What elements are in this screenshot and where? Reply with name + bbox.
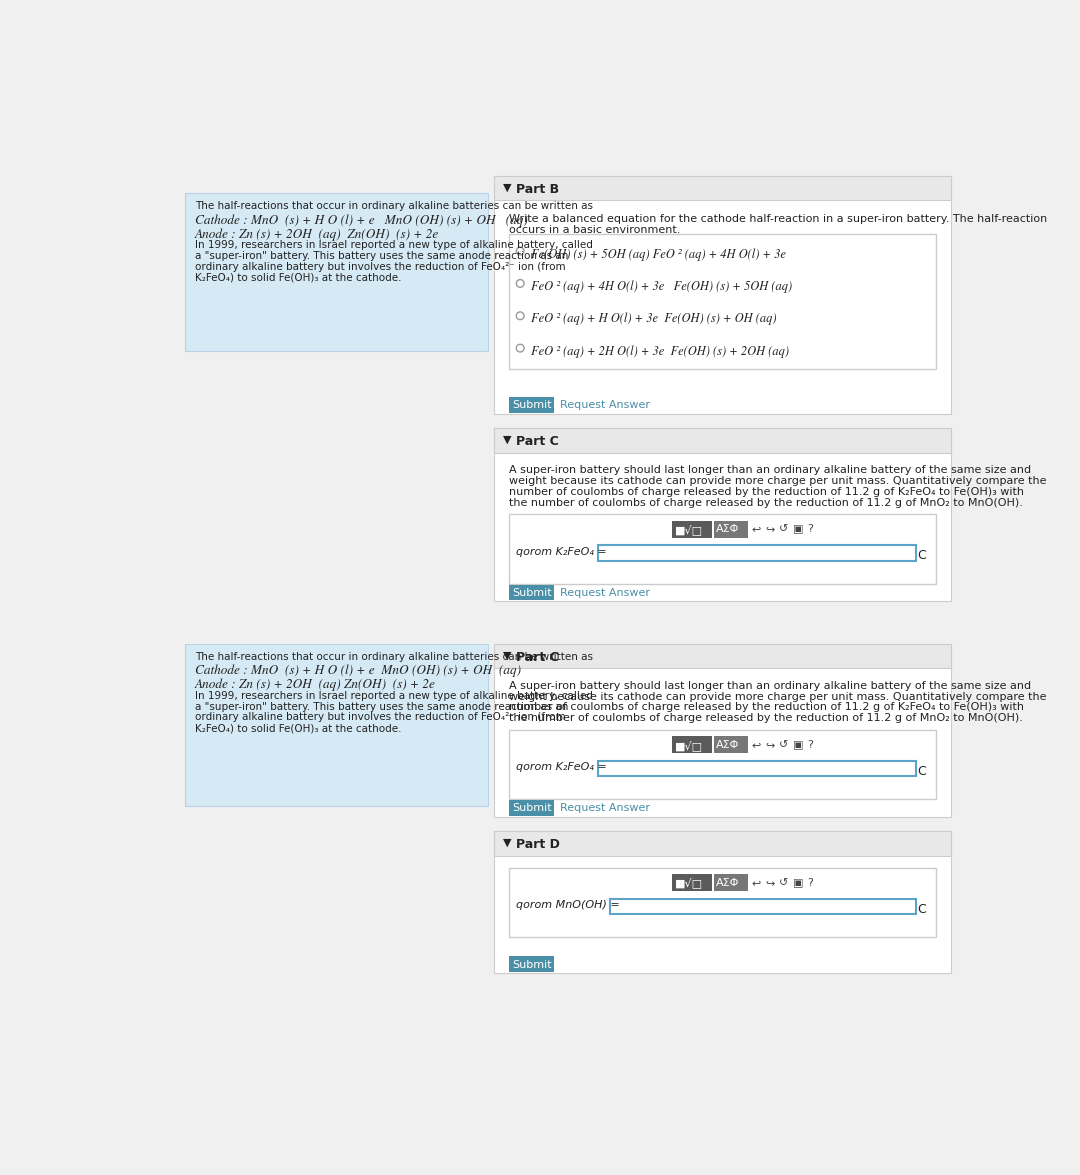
Text: a "super-iron" battery. This battery uses the same anode reaction as an: a "super-iron" battery. This battery use… <box>194 701 568 712</box>
Text: ▣: ▣ <box>793 524 804 535</box>
Text: Anode : Zn (s) + 2OH⁻ (aq)→Zn(OH)₂ (s) + 2e: Anode : Zn (s) + 2OH⁻ (aq)→Zn(OH)₂ (s) +… <box>194 678 435 691</box>
Text: C: C <box>917 765 926 778</box>
Bar <box>186 194 488 351</box>
Text: qᴏrom K₂FeO₄ =: qᴏrom K₂FeO₄ = <box>515 546 606 557</box>
Text: C: C <box>917 549 926 562</box>
Bar <box>494 428 951 452</box>
Bar <box>494 831 951 855</box>
Bar <box>494 644 951 669</box>
Bar <box>610 899 916 914</box>
Text: Part C: Part C <box>515 651 558 664</box>
Text: Submit: Submit <box>512 960 552 969</box>
Bar <box>714 737 748 753</box>
Text: ordinary alkaline battery but involves the reduction of FeO₄²⁻ ion (from: ordinary alkaline battery but involves t… <box>194 262 565 271</box>
Text: The half-reactions that occur in ordinary alkaline batteries can be written as: The half-reactions that occur in ordinar… <box>194 651 593 662</box>
Bar <box>494 644 951 817</box>
Text: Part B: Part B <box>515 182 558 195</box>
Text: ■√□: ■√□ <box>675 740 703 751</box>
Text: Cathode : MnO₂ (s) + H₂O (l) + e⁻→MnO (OH) (s) + OH⁻ (aq): Cathode : MnO₂ (s) + H₂O (l) + e⁻→MnO (O… <box>194 665 521 677</box>
Text: Request Answer: Request Answer <box>561 401 650 410</box>
Bar <box>714 874 748 891</box>
Text: The half-reactions that occur in ordinary alkaline batteries can be written as: The half-reactions that occur in ordinar… <box>194 201 593 212</box>
Text: K₂FeO₄) to solid Fe(OH)₃ at the cathode.: K₂FeO₄) to solid Fe(OH)₃ at the cathode. <box>194 273 401 283</box>
Text: FeO₄²⁻(aq) + 4H₂O(l) + 3e⁻ →Fe(OH)₃(s) + 5OH⁻(aq): FeO₄²⁻(aq) + 4H₂O(l) + 3e⁻ →Fe(OH)₃(s) +… <box>531 281 792 293</box>
Text: number of coulombs of charge released by the reduction of 11.2 g of K₂FeO₄ to Fe: number of coulombs of charge released by… <box>510 703 1024 712</box>
Text: the number of coulombs of charge released by the reduction of 11.2 g of MnO₂ to : the number of coulombs of charge release… <box>510 497 1023 508</box>
Text: Anode : Zn (s) + 2OH⁻ (aq) →Zn(OH)₂ (s) + 2e⁻: Anode : Zn (s) + 2OH⁻ (aq) →Zn(OH)₂ (s) … <box>194 228 443 241</box>
Text: ▣: ▣ <box>793 878 804 888</box>
Text: FeO₄²⁻(aq) + H₂O(l) + 3e⁻→Fe(OH)₃(s) + OH⁻(aq): FeO₄²⁻(aq) + H₂O(l) + 3e⁻→Fe(OH)₃(s) + O… <box>531 313 777 325</box>
Text: C: C <box>917 902 926 915</box>
Text: In 1999, researchers in Israel reported a new type of alkaline battery, called: In 1999, researchers in Israel reported … <box>194 691 593 700</box>
Text: ■√□: ■√□ <box>675 524 703 535</box>
Bar <box>494 175 951 200</box>
Text: occurs in a basic environment.: occurs in a basic environment. <box>510 224 680 235</box>
Bar <box>510 868 935 938</box>
Text: ▼: ▼ <box>503 182 512 193</box>
Text: Request Answer: Request Answer <box>561 588 650 598</box>
Text: Cathode : MnO₂ (s) + H₂O (l) + e⁻ →MnO (OH) (s) + OH⁻  (aq): Cathode : MnO₂ (s) + H₂O (l) + e⁻ →MnO (… <box>194 214 527 227</box>
Text: ▼: ▼ <box>503 651 512 660</box>
Text: ordinary alkaline battery but involves the reduction of FeO₄²⁻ ion (from: ordinary alkaline battery but involves t… <box>194 712 565 723</box>
Text: qᴏrom MnO(OH) =: qᴏrom MnO(OH) = <box>515 900 619 911</box>
Bar <box>186 644 488 806</box>
Text: Submit: Submit <box>512 401 552 410</box>
Text: ΑΣΦ: ΑΣΦ <box>716 740 740 750</box>
Text: ↺: ↺ <box>779 740 788 750</box>
Bar <box>494 428 951 602</box>
Text: Part D: Part D <box>515 838 559 851</box>
Bar <box>510 956 554 972</box>
Text: ↩: ↩ <box>751 878 760 888</box>
Bar <box>714 521 748 537</box>
Text: ▼: ▼ <box>503 838 512 848</box>
Text: K₂FeO₄) to solid Fe(OH)₃ at the cathode.: K₂FeO₄) to solid Fe(OH)₃ at the cathode. <box>194 723 401 733</box>
Text: ?: ? <box>807 524 813 535</box>
Bar <box>510 730 935 799</box>
Bar <box>510 515 935 584</box>
Text: ΑΣΦ: ΑΣΦ <box>716 524 740 535</box>
Bar <box>510 397 554 412</box>
Text: Submit: Submit <box>512 588 552 598</box>
Text: ↪: ↪ <box>765 878 774 888</box>
Text: ΑΣΦ: ΑΣΦ <box>716 878 740 888</box>
Text: a "super-iron" battery. This battery uses the same anode reaction as an: a "super-iron" battery. This battery use… <box>194 251 568 261</box>
Text: In 1999, researchers in Israel reported a new type of alkaline battery, called: In 1999, researchers in Israel reported … <box>194 241 593 250</box>
Bar <box>494 175 951 415</box>
Bar <box>672 874 713 891</box>
Text: Request Answer: Request Answer <box>561 804 650 813</box>
Text: ▣: ▣ <box>793 740 804 750</box>
Text: ▼: ▼ <box>503 435 512 445</box>
Bar <box>510 800 554 815</box>
Text: ↩: ↩ <box>751 524 760 535</box>
Text: ■√□: ■√□ <box>675 878 703 888</box>
Text: weight because its cathode can provide more charge per unit mass. Quantitatively: weight because its cathode can provide m… <box>510 476 1047 486</box>
Text: weight because its cathode can provide more charge per unit mass. Quantitatively: weight because its cathode can provide m… <box>510 692 1047 701</box>
Text: number of coulombs of charge released by the reduction of 11.2 g of K₂FeO₄ to Fe: number of coulombs of charge released by… <box>510 486 1024 497</box>
Text: Submit: Submit <box>512 804 552 813</box>
Bar <box>510 234 935 369</box>
Bar <box>494 831 951 973</box>
Text: Fe(OH)₃(s) + 5OH⁻(aq)→FeO₄²⁻(aq) + 4H₂O(l) + 3e⁻: Fe(OH)₃(s) + 5OH⁻(aq)→FeO₄²⁻(aq) + 4H₂O(… <box>531 248 789 261</box>
Text: A super-iron battery should last longer than an ordinary alkaline battery of the: A super-iron battery should last longer … <box>510 680 1031 691</box>
Bar <box>672 737 713 753</box>
Text: ↺: ↺ <box>779 524 788 535</box>
Bar <box>672 521 713 537</box>
Text: ↺: ↺ <box>779 878 788 888</box>
Bar <box>598 761 916 777</box>
Bar <box>598 545 916 560</box>
Text: the number of coulombs of charge released by the reduction of 11.2 g of MnO₂ to : the number of coulombs of charge release… <box>510 713 1023 723</box>
Text: A super-iron battery should last longer than an ordinary alkaline battery of the: A super-iron battery should last longer … <box>510 465 1031 475</box>
Text: ↩: ↩ <box>751 740 760 750</box>
Text: ?: ? <box>807 878 813 888</box>
Text: qᴏrom K₂FeO₄ =: qᴏrom K₂FeO₄ = <box>515 763 606 772</box>
Text: ↪: ↪ <box>765 524 774 535</box>
Text: ?: ? <box>807 740 813 750</box>
Text: Part C: Part C <box>515 435 558 448</box>
Text: FeO₄²⁻(aq) + 2H₂O(l) + 3e⁻→Fe(OH)₃(s) + 2OH⁻(aq): FeO₄²⁻(aq) + 2H₂O(l) + 3e⁻→Fe(OH)₃(s) + … <box>531 345 789 357</box>
Text: Write a balanced equation for the cathode half-reaction in a super-iron battery.: Write a balanced equation for the cathod… <box>510 214 1048 224</box>
Text: ↪: ↪ <box>765 740 774 750</box>
Bar <box>510 584 554 600</box>
